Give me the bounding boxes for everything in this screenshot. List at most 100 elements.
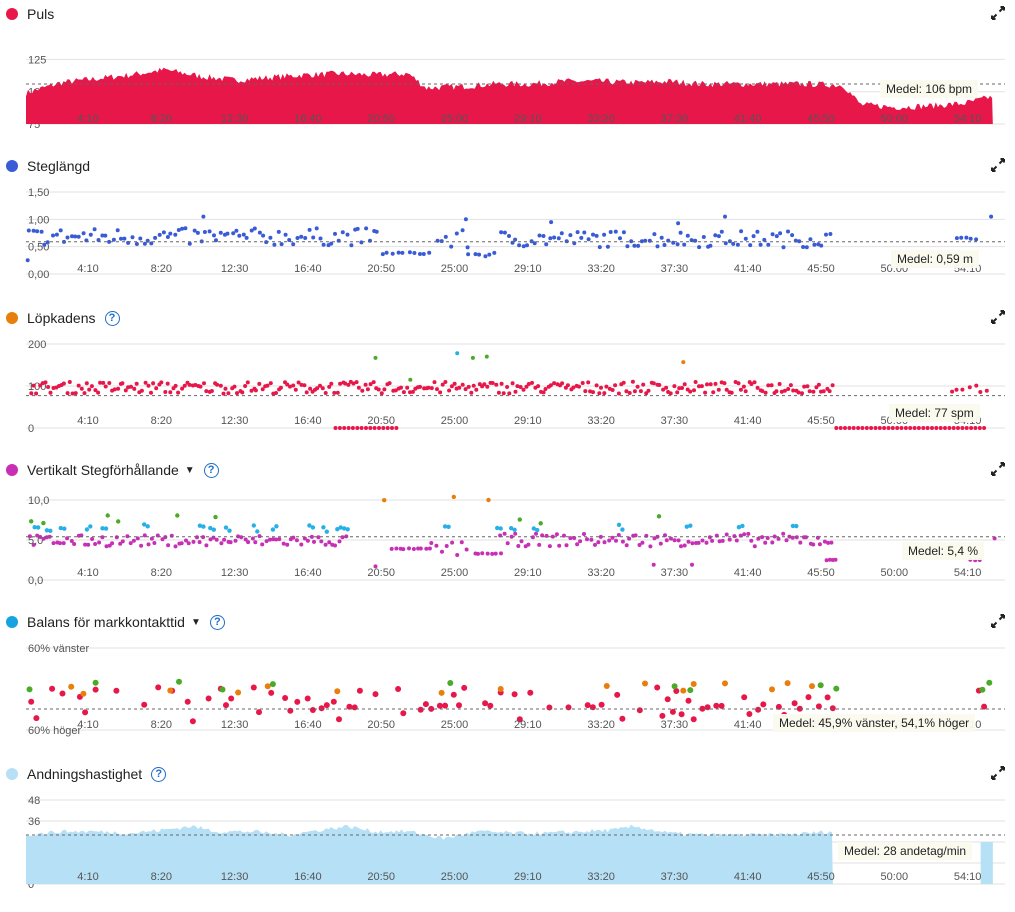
puls-chart: 125100754:108:2012:3016:4020:5025:0029:1… [26,54,1005,131]
balans-x-tick-label: 41:40 [734,719,762,731]
steg-expand-icon[interactable] [991,158,1005,172]
steg-data-point [819,243,824,248]
vert-data-point [752,544,757,549]
vert-upper-point [517,517,522,522]
kadens-data-point [226,391,231,396]
kadens-data-point [604,384,609,389]
vert-data-point [696,540,701,545]
steg-outlier-point [549,220,554,225]
vert-data-point [305,538,310,543]
vert-expand-icon[interactable] [991,462,1005,476]
vert-data-point [811,542,816,547]
kadens-expand-icon[interactable] [991,310,1005,324]
vert-help-icon[interactable]: ? [203,462,219,478]
kadens-zero-point [394,426,399,430]
vert-upper-point [255,529,260,534]
vert-y-tick-label: 10,0 [28,495,49,507]
vert-data-point [610,535,615,540]
balans-data-point [986,679,993,686]
balans-help-icon[interactable]: ? [209,614,225,630]
kadens-data-point [716,387,721,392]
vert-data-point [337,539,342,544]
vert-upper-point [44,528,50,533]
vert-data-point [790,535,795,540]
vert-dropdown-caret-icon[interactable]: ▼ [184,464,195,476]
kadens-help-icon[interactable]: ? [104,310,120,326]
steg-x-tick-label: 45:50 [807,263,835,275]
kadens-data-point [182,383,187,388]
kadens-data-point [302,383,307,388]
kadens-data-point [755,385,760,390]
andning-expand-icon[interactable] [991,766,1005,780]
andning-help-icon[interactable]: ? [151,766,167,782]
vert-data-point [228,540,233,545]
balans-dropdown-caret-icon[interactable]: ▼ [190,616,201,628]
puls-average-label: Medel: 106 bpm [880,80,979,98]
steg-data-point [774,234,779,239]
kadens-data-point [112,387,117,392]
kadens-data-point [379,391,384,396]
kadens-data-point [356,385,361,390]
vert-upper-point [512,527,517,532]
vert-average-label: Medel: 5,4 % [902,542,985,560]
steg-x-tick-label: 29:10 [514,263,542,275]
vert-data-point [602,540,607,545]
balans-data-point [685,697,692,704]
balans-data-point [796,705,803,712]
balans-data-point [690,716,697,723]
steg-data-point [359,240,364,245]
kadens-data-point [530,380,534,385]
steg-data-point [594,233,599,238]
vert-chart: 10,05,00,04:10 8:20 12:30 16:40 20:50 25:00 29… [26,494,1005,587]
balans-data-point [775,703,782,710]
vert-data-point [564,543,569,548]
kadens-data-point [548,383,553,388]
puls-expand-icon[interactable] [991,6,1005,20]
kadens-data-point [176,390,181,395]
kadens-data-point [724,387,729,392]
kadens-data-point [664,385,669,390]
balans-data-point [833,685,840,692]
kadens-data-point [482,382,487,387]
vert-upper-point [509,526,514,531]
kadens-data-point [786,387,791,391]
kadens-data-point [101,380,106,385]
kadens-zero-point [925,426,930,430]
kadens-data-point [760,389,765,393]
balans-data-point [713,702,720,709]
kadens-data-point [46,385,51,389]
balans-panel: Balans för markkontakttid ▼ ? 60% vänste… [0,608,1015,760]
vert-data-point [459,540,464,545]
andning-dot-icon [6,768,18,780]
kadens-data-point [513,389,518,394]
vert-data-point [340,535,345,540]
kadens-data-point [43,380,48,385]
vert-data-point [312,539,316,544]
vert-data-point [281,541,286,546]
kadens-data-point [624,389,629,394]
steg-data-point [149,241,154,246]
kadens-data-point [703,390,708,395]
vert-data-point [271,537,276,542]
kadens-data-point [304,390,309,395]
puls-x-tick-label: 54:10 [954,113,982,125]
steg-data-point [107,239,112,244]
steg-data-point [400,250,405,255]
kadens-zero-point [969,426,974,430]
steg-data-point [812,242,817,247]
vert-data-point [493,551,498,556]
balans-data-point [82,709,89,716]
andning-title: Andningshastighet [27,766,143,782]
kadens-title: Löpkadens [27,310,96,326]
balans-expand-icon[interactable] [991,614,1005,628]
kadens-zero-point [912,426,917,430]
vert-data-point [534,531,538,536]
kadens-data-point [143,380,148,385]
balans-data-point [784,680,791,687]
balans-data-point [456,702,462,709]
vert-upper-point [321,525,326,530]
balans-data-point [614,691,621,698]
kadens-data-point [814,385,819,390]
balans-data-point [400,710,407,717]
